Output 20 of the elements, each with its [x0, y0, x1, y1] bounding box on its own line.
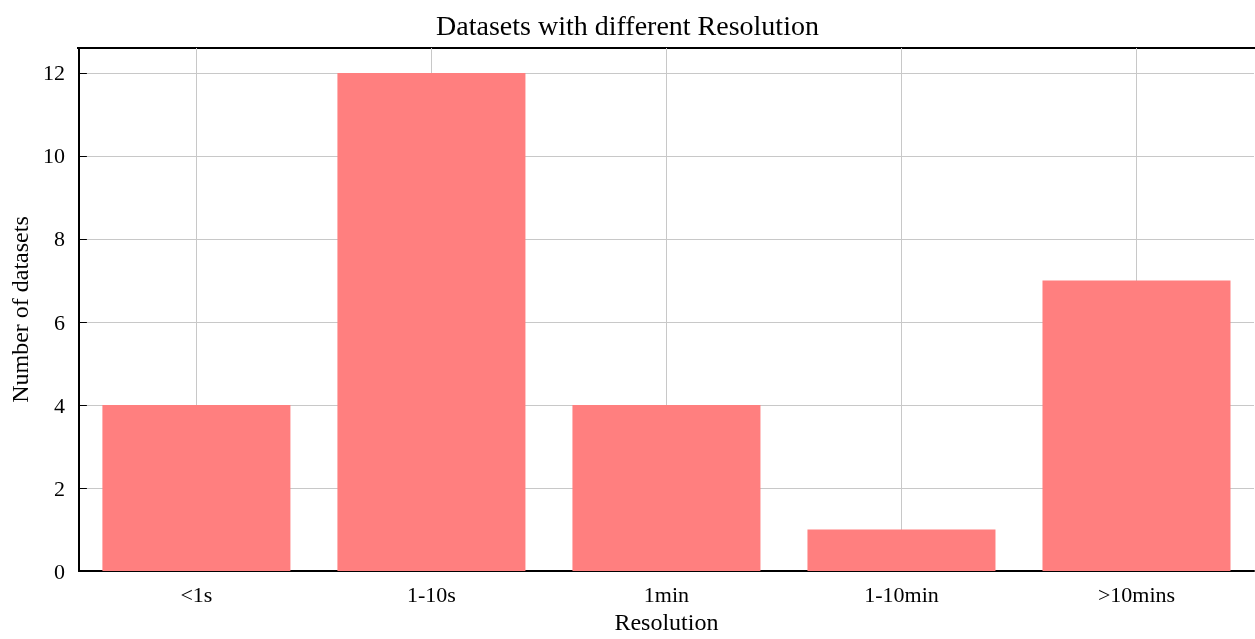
y-tick-label: 2: [53, 475, 65, 501]
bar: [807, 529, 996, 572]
bar: [1042, 280, 1231, 572]
y-tick-label: 0: [53, 558, 65, 584]
chart-title: Datasets with different Resolution: [436, 9, 819, 41]
x-tick-label: 1min: [643, 581, 690, 607]
bar: [337, 72, 526, 572]
y-tick-label: 4: [53, 392, 65, 418]
bar: [572, 405, 761, 572]
x-tick-label: >10mins: [1097, 581, 1176, 607]
y-axis-title: Number of datasets: [7, 216, 33, 403]
y-tick-label: 8: [53, 226, 65, 252]
y-tick-label: 6: [53, 309, 65, 335]
x-axis-title: Resolution: [614, 609, 719, 635]
y-tick-label: 12: [42, 60, 65, 86]
bar: [102, 405, 291, 572]
x-tick-label: <1s: [180, 581, 213, 607]
y-tick-label: 10: [42, 143, 65, 169]
x-tick-label: 1-10min: [864, 581, 939, 607]
x-tick-label: 1-10s: [406, 581, 456, 607]
